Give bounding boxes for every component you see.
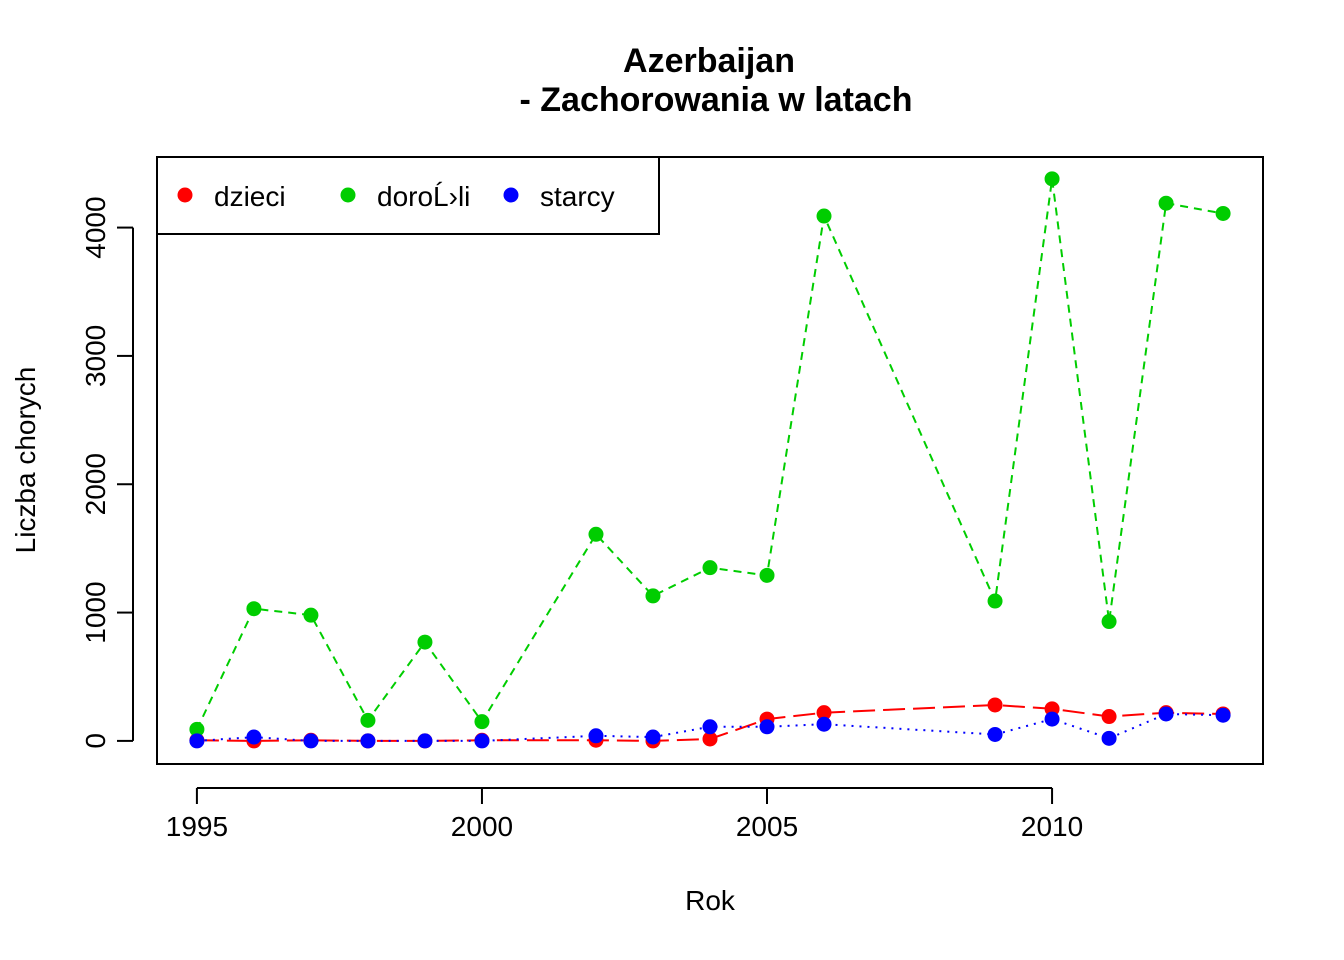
- data-point: [1044, 711, 1060, 727]
- x-tick-label: 1995: [166, 811, 228, 842]
- data-point: [303, 733, 319, 749]
- data-point: [303, 607, 319, 623]
- legend-marker-doroĹ›li: [340, 187, 356, 203]
- data-point: [1101, 730, 1117, 746]
- data-point: [645, 588, 661, 604]
- y-tick-label: 1000: [80, 581, 111, 643]
- x-tick-label: 2005: [736, 811, 798, 842]
- chart-title-line-1: Azerbaijan: [623, 42, 795, 80]
- legend-marker-starcy: [503, 187, 519, 203]
- series-layer: [189, 171, 1231, 749]
- data-point: [816, 705, 832, 721]
- legend-label-doroĹ›li: doroĹ›li: [377, 181, 470, 212]
- data-point: [702, 560, 718, 576]
- series-line-starcy: [196, 712, 1224, 742]
- series-line-doroĹ›li: [195, 178, 1224, 730]
- y-axis-label: Liczba chorych: [10, 367, 41, 554]
- data-point: [474, 733, 490, 749]
- data-point: [189, 721, 205, 737]
- data-point: [987, 726, 1003, 742]
- data-point: [759, 567, 775, 583]
- data-point: [645, 729, 661, 745]
- x-tick-label: 2010: [1021, 811, 1083, 842]
- data-point: [1215, 707, 1231, 723]
- y-tick-label: 3000: [80, 325, 111, 387]
- y-axis: 0 1000 2000 3000 4000: [80, 196, 134, 749]
- data-point: [588, 728, 604, 744]
- data-point: [189, 733, 205, 749]
- chart-title-line-2: - Zachorowania w latach: [520, 81, 913, 119]
- data-point: [987, 697, 1003, 713]
- data-point: [246, 729, 262, 745]
- data-point: [1044, 701, 1060, 717]
- data-point: [759, 719, 775, 735]
- series-line-dzieci: [196, 703, 1224, 742]
- data-point: [246, 601, 262, 617]
- data-point: [360, 733, 376, 749]
- data-point: [417, 733, 433, 749]
- data-point: [474, 714, 490, 730]
- data-point: [1044, 171, 1060, 187]
- data-point: [417, 634, 433, 650]
- x-axis: 1995 2000 2005 2010: [166, 787, 1083, 842]
- series-starcy: [189, 706, 1231, 749]
- y-tick-label: 4000: [80, 196, 111, 258]
- data-point: [1101, 709, 1117, 725]
- legend: dzieci doroĹ›li starcy: [156, 156, 660, 235]
- legend-box: [156, 156, 660, 235]
- data-point: [588, 526, 604, 542]
- legend-label-dzieci: dzieci: [214, 181, 286, 212]
- data-point: [702, 731, 718, 747]
- data-point: [360, 712, 376, 728]
- data-point: [987, 593, 1003, 609]
- data-point: [702, 719, 718, 735]
- y-tick-label: 0: [80, 733, 111, 749]
- x-axis-label: Rok: [685, 885, 736, 916]
- data-point: [1101, 614, 1117, 630]
- legend-marker-dzieci: [177, 187, 193, 203]
- data-point: [1158, 706, 1174, 722]
- data-point: [816, 716, 832, 732]
- data-point: [1158, 195, 1174, 211]
- legend-label-starcy: starcy: [540, 181, 615, 212]
- series-doroĹ›li: [189, 171, 1231, 737]
- data-point: [816, 208, 832, 224]
- data-point: [1215, 205, 1231, 221]
- x-tick-label: 2000: [451, 811, 513, 842]
- y-tick-label: 2000: [80, 453, 111, 515]
- plot-area-border: [156, 156, 1264, 765]
